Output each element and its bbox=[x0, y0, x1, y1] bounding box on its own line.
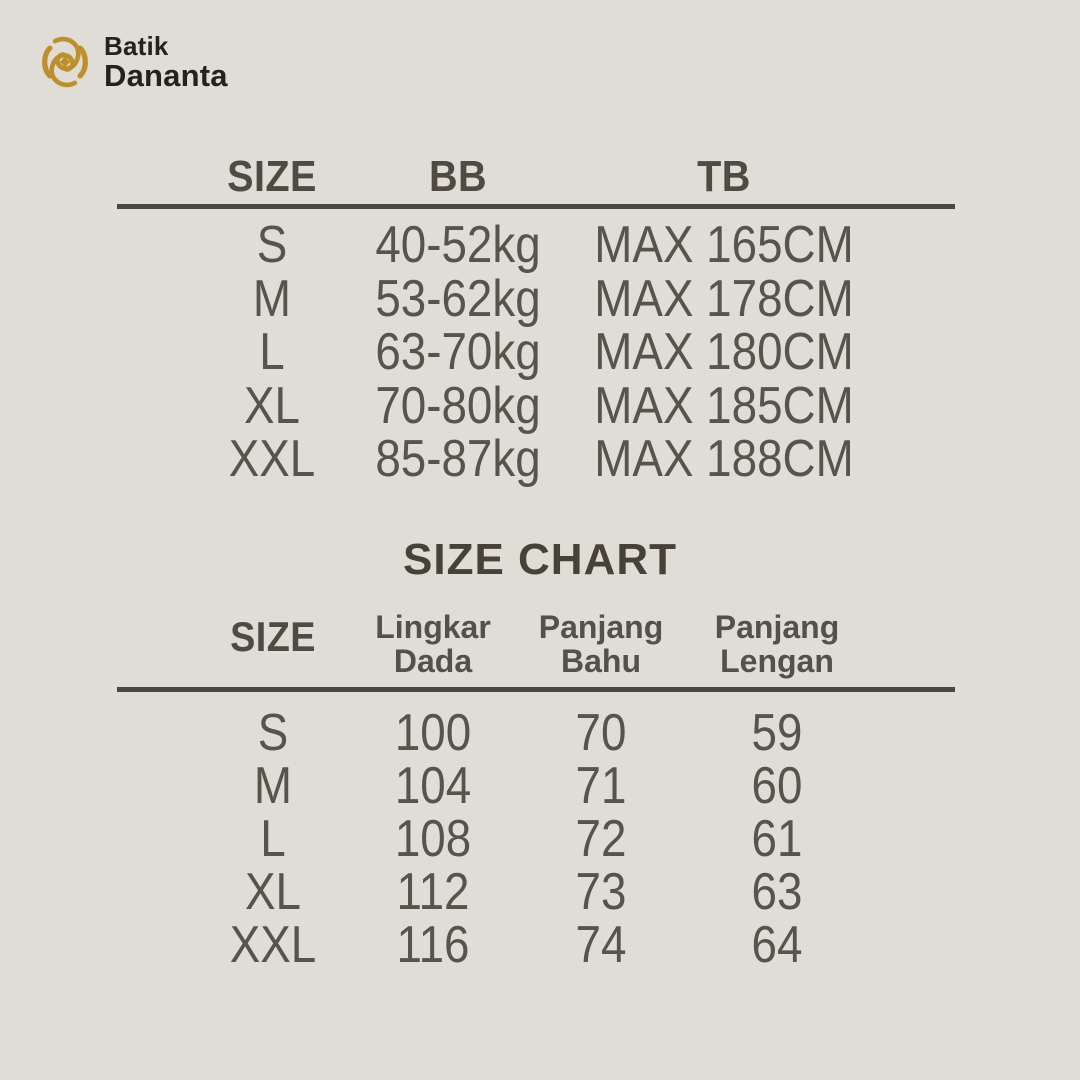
lingkar-dada-value: 100 bbox=[394, 704, 472, 762]
brand-name-line1: Batik bbox=[104, 31, 169, 61]
panjang-bahu-value: 72 bbox=[575, 810, 627, 868]
panjang-bahu-value: 74 bbox=[575, 916, 627, 974]
table-row: L 63-70kg MAX 180CM bbox=[0, 325, 1080, 379]
bb-value: 53-62kg bbox=[375, 270, 541, 328]
table-row: XXL 85-87kg MAX 188CM bbox=[0, 432, 1080, 486]
header-line: Lingkar bbox=[375, 609, 491, 645]
header-line: Lengan bbox=[720, 643, 834, 679]
column-header-size: SIZE bbox=[230, 613, 316, 660]
size-value: M bbox=[253, 757, 293, 815]
size-value: L bbox=[259, 323, 285, 381]
tb-value: MAX 178CM bbox=[594, 270, 854, 328]
tb-value: MAX 180CM bbox=[594, 323, 854, 381]
header-line: Panjang bbox=[538, 609, 664, 645]
panjang-bahu-value: 71 bbox=[575, 757, 627, 815]
bb-value: 63-70kg bbox=[375, 323, 541, 381]
panjang-lengan-value: 59 bbox=[751, 704, 803, 762]
table-row: S 40-52kg MAX 165CM bbox=[0, 218, 1080, 272]
table-row: M 104 71 60 bbox=[0, 759, 1080, 813]
brand-name: Batik Dananta bbox=[104, 33, 228, 91]
bb-value: 70-80kg bbox=[375, 377, 541, 435]
header-line: Dada bbox=[393, 643, 473, 679]
batik-knot-icon bbox=[36, 33, 94, 91]
size-value: M bbox=[252, 270, 292, 328]
table-row: XL 70-80kg MAX 185CM bbox=[0, 379, 1080, 433]
header-divider bbox=[117, 204, 955, 209]
table-row: M 53-62kg MAX 178CM bbox=[0, 272, 1080, 326]
tb-value: MAX 165CM bbox=[594, 216, 854, 274]
tb-value: MAX 188CM bbox=[594, 430, 854, 488]
header-line: Panjang bbox=[714, 609, 840, 645]
table-row: L 108 72 61 bbox=[0, 812, 1080, 866]
brand-name-line2: Dananta bbox=[104, 57, 228, 93]
table-row: S 100 70 59 bbox=[0, 706, 1080, 760]
lingkar-dada-value: 116 bbox=[396, 916, 470, 974]
lingkar-dada-value: 112 bbox=[396, 863, 470, 921]
size-value: XXL bbox=[229, 916, 317, 974]
panjang-lengan-value: 63 bbox=[751, 863, 803, 921]
panjang-bahu-value: 70 bbox=[575, 704, 627, 762]
panjang-lengan-value: 64 bbox=[751, 916, 803, 974]
brand-logo: Batik Dananta bbox=[36, 33, 228, 91]
size-value: S bbox=[256, 216, 288, 274]
lingkar-dada-value: 104 bbox=[394, 757, 472, 815]
size-value: S bbox=[257, 704, 289, 762]
column-header-lingkar-dada: Lingkar Dada bbox=[375, 610, 491, 678]
size-value: L bbox=[260, 810, 286, 868]
table-row: XXL 116 74 64 bbox=[0, 918, 1080, 972]
size-value: XL bbox=[245, 863, 301, 921]
lingkar-dada-value: 108 bbox=[394, 810, 472, 868]
header-divider bbox=[117, 687, 955, 692]
weight-height-table-header: SIZE BB TB bbox=[0, 150, 1080, 204]
size-value: XL bbox=[244, 377, 300, 435]
bb-value: 85-87kg bbox=[375, 430, 541, 488]
panjang-bahu-value: 73 bbox=[575, 863, 627, 921]
column-header-tb: TB bbox=[697, 152, 751, 201]
bb-value: 40-52kg bbox=[375, 216, 541, 274]
column-header-bb: BB bbox=[428, 152, 488, 201]
tb-value: MAX 185CM bbox=[594, 377, 854, 435]
panjang-lengan-value: 60 bbox=[751, 757, 803, 815]
column-header-size: SIZE bbox=[227, 152, 317, 201]
column-header-panjang-bahu: Panjang Bahu bbox=[539, 610, 663, 678]
header-line: Bahu bbox=[561, 643, 641, 679]
panjang-lengan-value: 61 bbox=[751, 810, 803, 868]
size-value: XXL bbox=[228, 430, 316, 488]
column-header-panjang-lengan: Panjang Lengan bbox=[715, 610, 839, 678]
size-chart-title: SIZE CHART bbox=[403, 535, 677, 584]
table-row: XL 112 73 63 bbox=[0, 865, 1080, 919]
